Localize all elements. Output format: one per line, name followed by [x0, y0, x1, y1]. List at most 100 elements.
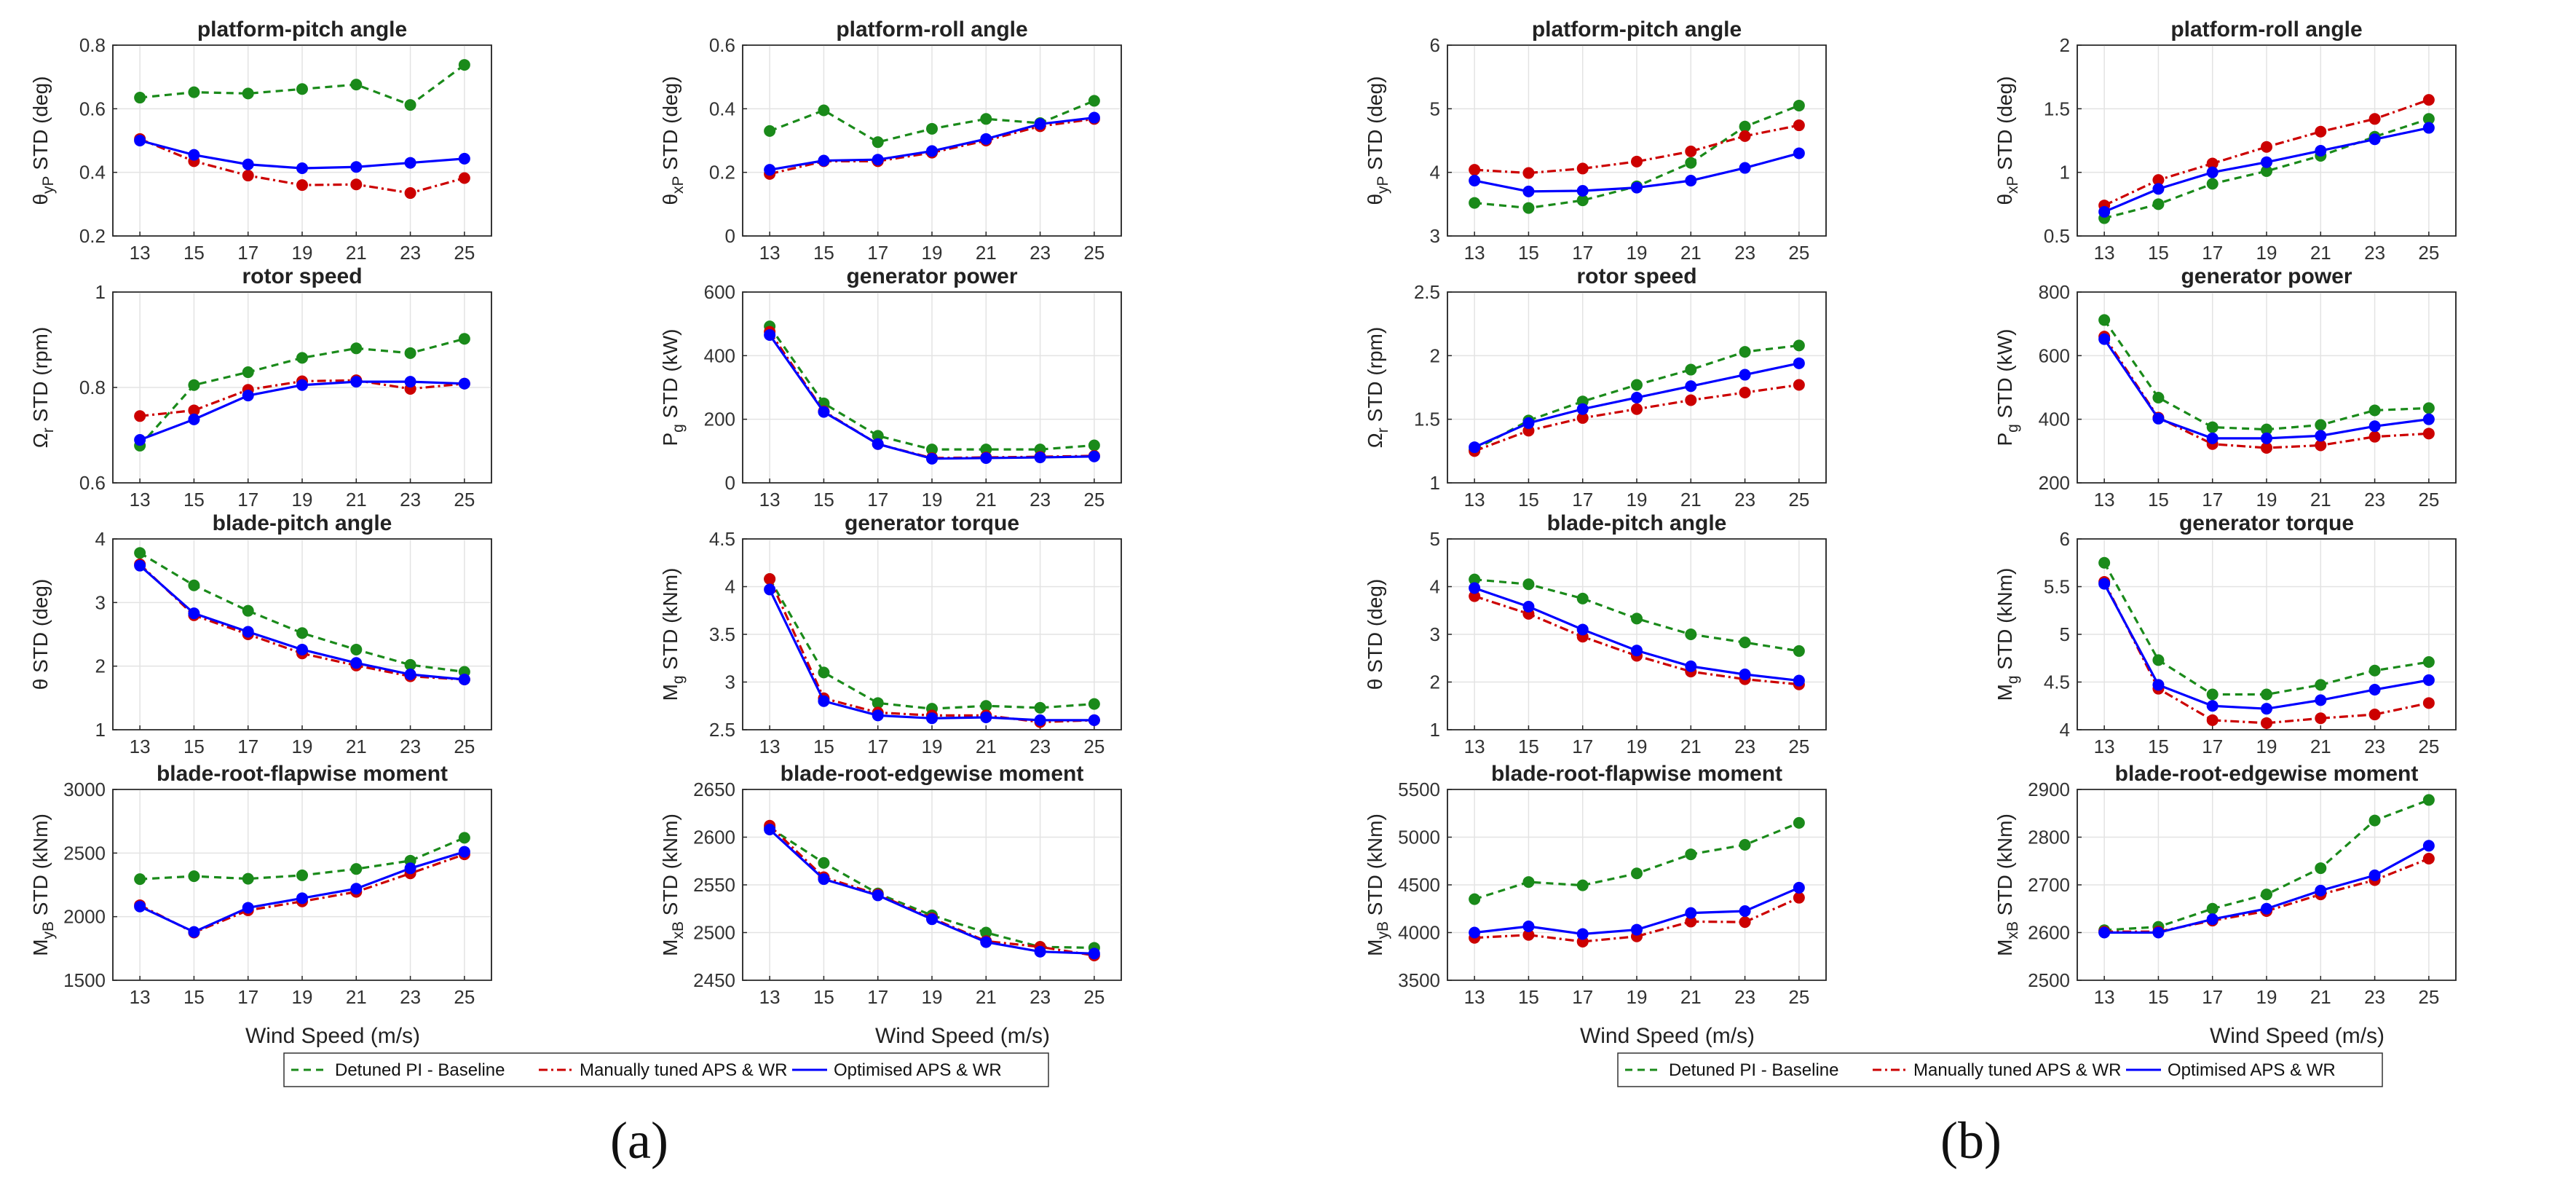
data-point-optimised [2206, 700, 2219, 712]
data-point-optimised [2261, 703, 2272, 715]
chart-b-12: 13 15 17 19 21 23 25 4 4.5 5 5.5 6 generator torque M… [1994, 511, 2457, 757]
y-axis-label: Pg STD (kW) [1994, 328, 2021, 446]
data-point-manual [1739, 130, 1751, 142]
data-point-optimised [2098, 578, 2111, 590]
y-axis-label: MxB STD (kNm) [659, 813, 687, 956]
data-point-baseline [926, 122, 938, 135]
y-tick-label: 600 [2039, 344, 2070, 366]
data-point-optimised [1034, 714, 1046, 726]
xlabel-b-col2: Wind Speed (m/s) [2210, 1024, 2385, 1048]
data-point-optimised [2368, 420, 2381, 433]
y-tick-label: 5000 [1398, 827, 1440, 848]
data-point-manual [1631, 155, 1643, 168]
data-point-optimised [350, 161, 363, 173]
data-point-optimised [1739, 162, 1751, 174]
xlabel-b-col1: Wind Speed (m/s) [1580, 1024, 1755, 1048]
x-tick-label: 19 [922, 242, 943, 264]
x-tick-label: 21 [976, 489, 997, 511]
x-tick-label: 23 [1030, 986, 1051, 1008]
data-point-optimised [818, 873, 830, 886]
y-tick-label: 2650 [693, 779, 735, 800]
y-tick-label: 2000 [63, 906, 106, 928]
y-tick-label: 2600 [693, 827, 735, 848]
y-tick-label: 4 [95, 528, 106, 550]
x-tick-label: 21 [976, 986, 997, 1008]
panel-label-a: (a) [610, 1111, 668, 1170]
data-point-baseline [818, 666, 830, 679]
data-point-optimised [872, 438, 884, 450]
x-tick-label: 23 [400, 736, 421, 757]
chart-title: platform-roll angle [836, 17, 1027, 42]
y-tick-label: 0.2 [709, 162, 735, 184]
data-point-manual [458, 172, 470, 184]
x-tick-label: 25 [1788, 242, 1809, 264]
x-tick-label: 15 [1518, 242, 1539, 264]
legend-a-optimised-label: Optimised APS & WR [834, 1060, 1002, 1080]
x-tick-label: 15 [2148, 986, 2169, 1008]
data-point-optimised [2422, 413, 2435, 425]
y-axis-label: MxB STD (kNm) [1994, 813, 2021, 956]
chart-title: rotor speed [242, 264, 362, 288]
data-point-manual [2315, 125, 2327, 138]
data-point-manual [1469, 164, 1481, 176]
y-tick-label: 1.5 [1414, 409, 1440, 430]
y-tick-label: 4 [2060, 719, 2070, 741]
data-point-baseline [1576, 879, 1589, 891]
y-tick-label: 0 [725, 225, 735, 247]
data-point-manual [350, 178, 363, 191]
data-point-baseline [1522, 202, 1535, 214]
y-tick-label: 400 [2039, 409, 2070, 430]
data-point-optimised [188, 149, 200, 161]
x-tick-label: 21 [346, 489, 367, 511]
data-point-optimised [764, 328, 776, 341]
data-point-optimised [2315, 694, 2327, 706]
data-point-optimised [296, 892, 308, 905]
data-point-baseline [980, 113, 992, 125]
data-point-optimised [2152, 412, 2165, 425]
data-point-baseline [350, 643, 363, 655]
data-point-optimised [872, 154, 884, 166]
data-point-baseline [242, 87, 254, 100]
chart-title: blade-pitch angle [1547, 511, 1727, 535]
x-tick-label: 17 [237, 489, 258, 511]
x-tick-label: 13 [130, 489, 151, 511]
y-tick-label: 0.6 [709, 34, 735, 56]
y-tick-label: 2900 [2028, 779, 2070, 800]
data-point-baseline [134, 547, 146, 559]
x-tick-label: 19 [1627, 986, 1648, 1008]
x-tick-label: 17 [2202, 986, 2223, 1008]
data-point-optimised [134, 135, 146, 146]
data-point-optimised [350, 657, 363, 669]
data-point-manual [1522, 929, 1535, 941]
x-tick-label: 19 [922, 736, 943, 757]
data-point-baseline [296, 869, 308, 881]
data-point-baseline [188, 379, 200, 391]
x-tick-label: 23 [1734, 736, 1755, 757]
data-point-optimised [1469, 582, 1481, 594]
data-point-baseline [1576, 592, 1589, 604]
y-tick-label: 3 [95, 591, 106, 613]
x-tick-label: 25 [2418, 489, 2439, 511]
data-point-optimised [458, 674, 470, 686]
data-point-manual [1793, 891, 1805, 904]
data-point-baseline [1685, 363, 1697, 376]
x-tick-label: 25 [1788, 489, 1809, 511]
data-point-baseline [242, 872, 254, 885]
data-point-manual [2422, 428, 2435, 440]
data-point-optimised [1739, 669, 1751, 681]
x-tick-label: 21 [2310, 986, 2331, 1008]
data-point-baseline [2422, 113, 2435, 125]
x-tick-label: 17 [237, 736, 258, 757]
data-point-optimised [404, 157, 416, 169]
x-tick-label: 25 [1083, 242, 1105, 264]
data-point-baseline [1739, 637, 1751, 649]
data-point-baseline [926, 444, 938, 456]
data-point-optimised [1685, 660, 1697, 672]
data-point-baseline [1469, 893, 1481, 905]
data-point-optimised [2422, 840, 2435, 852]
y-tick-label: 3 [725, 671, 735, 693]
x-tick-label: 25 [454, 986, 475, 1008]
x-tick-label: 19 [922, 489, 943, 511]
